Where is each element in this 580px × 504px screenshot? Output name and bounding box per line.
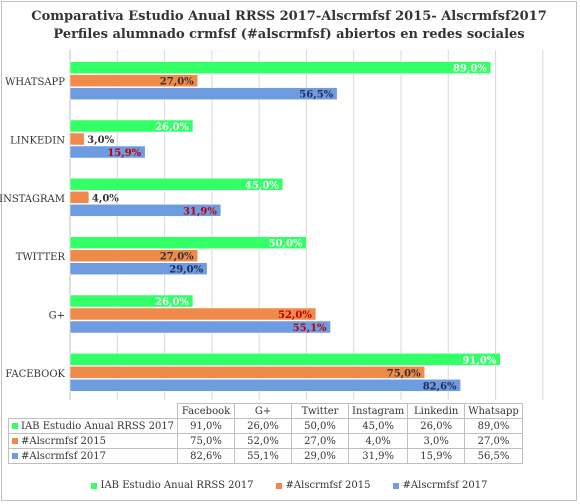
- legend-item: #Alscrmfsf 2015: [275, 480, 371, 491]
- bar-3: [69, 87, 338, 100]
- table-cell: 45,0%: [348, 418, 409, 434]
- bar-1: [69, 236, 307, 249]
- bar-2: [69, 366, 425, 379]
- table-corner: [8, 403, 179, 419]
- table-body: IAB Estudio Anual RRSS 2017 91,0% 26,0% 50,…: [7, 418, 523, 464]
- chart-title: Comparativa Estudio Anual RRSS 2017-Alsc…: [0, 8, 578, 44]
- data-label: 52,0%: [278, 310, 312, 321]
- table-cell: 55,1%: [234, 448, 293, 464]
- table-column-header: Whatsapp: [464, 403, 523, 419]
- table-cell: 75,0%: [177, 433, 236, 449]
- legend-item: IAB Estudio Anual RRSS 2017: [90, 480, 254, 491]
- chart-legend: IAB Estudio Anual RRSS 2017 #Alscrmfsf 20…: [0, 480, 578, 491]
- data-label: 31,9%: [183, 206, 217, 217]
- table-cell: 29,0%: [291, 448, 350, 464]
- legend-label: #Alscrmfsf 2015: [285, 480, 371, 491]
- table-cell: 91,0%: [177, 418, 236, 434]
- table-row-key-label: #Alscrmfsf 2015: [21, 435, 106, 447]
- data-label: 27,0%: [160, 252, 194, 263]
- table-row-key: #Alscrmfsf 2015: [7, 433, 179, 449]
- table-row: IAB Estudio Anual RRSS 2017 91,0% 26,0% 50,…: [7, 418, 523, 434]
- table-column-header: Facebook: [177, 403, 236, 419]
- data-label: 26,0%: [155, 297, 189, 308]
- grid-lines: [69, 50, 544, 400]
- chart-title-line: Comparativa Estudio Anual RRSS 2017-Alsc…: [31, 9, 547, 24]
- data-label: 56,5%: [299, 90, 333, 101]
- category-label: WHATSAPP: [5, 77, 65, 88]
- data-label: 75,0%: [387, 368, 421, 379]
- table-row: #Alscrmfsf 2017 82,6% 55,1% 29,0% 31,9% 15,9%…: [7, 448, 523, 464]
- table-cell: 27,0%: [291, 433, 350, 449]
- legend-swatch-icon: [90, 482, 97, 489]
- bar-2: [69, 74, 198, 87]
- table-cell: 3,0%: [407, 433, 466, 449]
- bar-1: [69, 61, 492, 74]
- data-label: 82,6%: [423, 381, 457, 392]
- data-label: 4,0%: [92, 193, 119, 204]
- bar-2: [69, 249, 198, 262]
- table-row-key: #Alscrmfsf 2017: [7, 448, 179, 464]
- data-label: 50,0%: [269, 239, 303, 250]
- table-cell: 56,5%: [464, 448, 523, 464]
- data-label: 89,0%: [453, 64, 487, 75]
- bar-3: [69, 320, 331, 334]
- data-label: 29,0%: [169, 265, 203, 276]
- table-column-header: G+: [234, 403, 293, 419]
- data-label: 26,0%: [155, 122, 189, 133]
- bar-3: [69, 145, 146, 159]
- table-cell: 26,0%: [407, 418, 466, 434]
- table-row-key: IAB Estudio Anual RRSS 2017: [7, 418, 179, 434]
- legend-label: IAB Estudio Anual RRSS 2017: [100, 480, 254, 491]
- table-column-header: Linkedin: [407, 403, 466, 419]
- data-label: 15,9%: [107, 148, 141, 159]
- bar-2: [69, 191, 90, 204]
- category-label: TWITTER: [16, 252, 66, 263]
- data-label: 45,0%: [245, 180, 279, 191]
- table-cell: 31,9%: [348, 448, 409, 464]
- bar-2: [69, 307, 317, 321]
- table-column-header: Instagram: [348, 403, 409, 419]
- category-label: FACEBOOK: [5, 369, 65, 380]
- table-cell: 50,0%: [291, 418, 350, 434]
- table-header-row: Facebook G+ Twitter Instagram Linkedin Whatsa…: [8, 403, 523, 419]
- legend-swatch-icon: [12, 453, 18, 459]
- data-table: Facebook G+ Twitter Instagram Linkedin Whatsa…: [7, 403, 523, 464]
- bar-2: [69, 132, 85, 146]
- table-cell: 52,0%: [234, 433, 293, 449]
- table-column-header: Twitter: [291, 403, 350, 419]
- category-label: INSTAGRAM: [0, 194, 65, 205]
- category-label: LINKEDIN: [10, 136, 65, 147]
- legend-swatch-icon: [12, 423, 18, 429]
- bar-1: [69, 178, 284, 191]
- table-cell: 26,0%: [234, 418, 293, 434]
- bar-1: [69, 353, 501, 366]
- data-label: 27,0%: [160, 77, 194, 88]
- table-cell: 15,9%: [407, 448, 466, 464]
- legend-swatch-icon: [275, 482, 282, 489]
- category-label: G+: [49, 311, 65, 322]
- legend-item: #Alscrmfsf 2017: [392, 480, 488, 491]
- table-cell: 89,0%: [464, 418, 523, 434]
- data-label: 91,0%: [462, 355, 496, 366]
- bar-3: [69, 379, 461, 392]
- bar-3: [69, 262, 208, 275]
- data-label: 3,0%: [87, 135, 114, 146]
- bar-1: [69, 119, 194, 133]
- legend-label: #Alscrmfsf 2017: [402, 480, 488, 491]
- chart-subtitle-line: Perfiles alumnado crmfsf (#alscrmfsf) ab…: [53, 27, 525, 42]
- table-row: #Alscrmfsf 2015 75,0% 52,0% 27,0% 4,0% 3,0% 27…: [7, 433, 523, 449]
- legend-swatch-icon: [392, 482, 399, 489]
- table-cell: 4,0%: [348, 433, 409, 449]
- table-row-key-label: #Alscrmfsf 2017: [21, 450, 106, 462]
- legend-swatch-icon: [12, 438, 18, 444]
- table-row-key-label: IAB Estudio Anual RRSS 2017: [21, 420, 175, 432]
- data-label: 55,1%: [293, 323, 327, 334]
- table-cell: 27,0%: [464, 433, 523, 449]
- bar-1: [69, 294, 194, 308]
- table-cell: 82,6%: [177, 448, 236, 464]
- bar-3: [69, 204, 222, 217]
